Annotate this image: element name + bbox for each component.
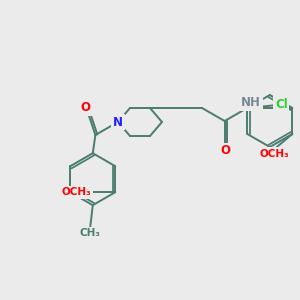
Text: O: O bbox=[81, 101, 91, 114]
Text: OCH₃: OCH₃ bbox=[62, 187, 92, 197]
Text: CH₃: CH₃ bbox=[80, 228, 101, 238]
Text: Cl: Cl bbox=[275, 98, 288, 111]
Text: N: N bbox=[113, 116, 123, 128]
Text: O: O bbox=[220, 144, 231, 157]
Text: OCH₃: OCH₃ bbox=[260, 149, 290, 159]
Text: NH: NH bbox=[241, 97, 261, 110]
